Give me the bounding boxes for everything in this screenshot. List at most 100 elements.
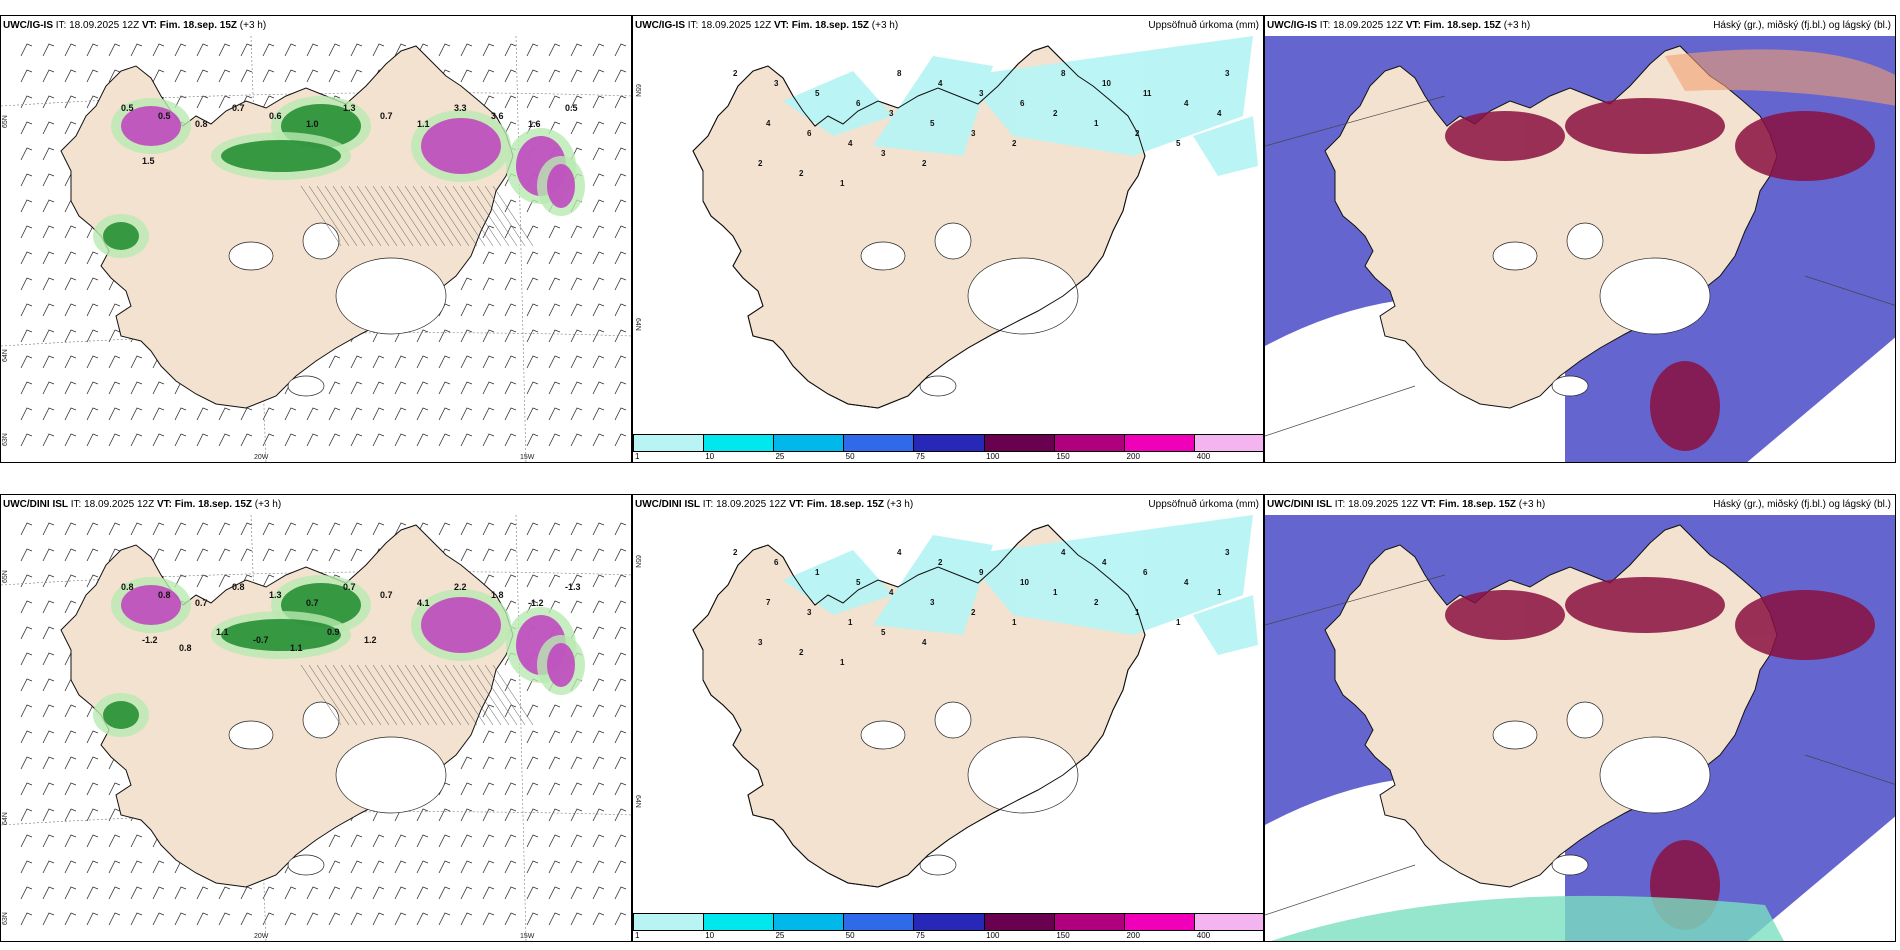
value-label: 0.7	[306, 598, 319, 608]
panel-title: UWC/DINI ISL IT: 18.09.2025 12Z VT: Fim.…	[1267, 499, 1546, 510]
wind-barb	[592, 303, 605, 317]
hatch-line	[436, 664, 478, 726]
wind-barb	[108, 43, 121, 57]
wind-barb	[504, 277, 517, 291]
precip-core	[221, 619, 341, 651]
map-canvas	[1265, 36, 1895, 462]
wind-barb	[130, 43, 143, 57]
graticule-line	[1265, 574, 1446, 626]
wind-barb	[20, 381, 33, 395]
wind-barb	[592, 251, 605, 265]
wind-barb	[482, 704, 495, 718]
wind-barb	[42, 652, 55, 666]
wind-barb	[86, 69, 99, 83]
value-label: 7	[766, 598, 771, 607]
wind-barb	[526, 756, 539, 770]
lat-label: 64N	[634, 318, 641, 331]
value-label: 4	[922, 638, 927, 647]
wind-barb	[614, 381, 627, 395]
wind-barb	[64, 730, 77, 744]
wind-barb	[592, 548, 605, 562]
value-label: 4	[889, 588, 894, 597]
wind-barb	[218, 433, 231, 447]
glacier-vatnajokull	[967, 736, 1079, 814]
hatch-line	[300, 664, 342, 726]
wind-barb	[42, 808, 55, 822]
wind-barb	[42, 199, 55, 213]
value-label: -1.3	[565, 582, 581, 592]
wind-barb	[130, 912, 143, 926]
wind-barb	[20, 69, 33, 83]
lat-label: 63N	[2, 912, 9, 925]
wind-barb	[372, 886, 385, 900]
value-label: 2	[1135, 129, 1140, 138]
wind-barb	[130, 407, 143, 421]
value-label: 10	[1020, 578, 1029, 587]
wind-barb	[42, 69, 55, 83]
value-label: -1.2	[142, 635, 158, 645]
wind-barb	[20, 548, 33, 562]
wind-barb	[460, 381, 473, 395]
panel-title: UWC/IG-IS IT: 18.09.2025 12Z VT: Fim. 18…	[3, 20, 267, 31]
glacier-myrdalsjokull	[919, 375, 957, 397]
value-label: 3.6	[491, 111, 504, 121]
wind-barb	[526, 407, 539, 421]
wind-barb	[130, 522, 143, 536]
precip-legend	[633, 434, 1263, 452]
precip-area	[1193, 595, 1258, 655]
value-label: 0.7	[380, 111, 393, 121]
wind-barb	[416, 381, 429, 395]
hatch-line	[340, 664, 382, 726]
hatch-line	[348, 185, 390, 247]
wind-barb	[130, 433, 143, 447]
wind-barb	[328, 69, 341, 83]
wind-barb	[504, 381, 517, 395]
legend-tick-label: 75	[915, 452, 925, 461]
wind-barb	[64, 277, 77, 291]
wind-barb	[372, 860, 385, 874]
wind-barb	[108, 808, 121, 822]
legend-swatch	[1194, 435, 1263, 451]
wind-barb	[284, 433, 297, 447]
wind-barb	[196, 433, 209, 447]
precip-area	[1193, 116, 1258, 176]
wind-barb	[130, 355, 143, 369]
wind-barb	[108, 303, 121, 317]
wind-barb	[152, 381, 165, 395]
value-label: 4	[1184, 99, 1189, 108]
wind-barb	[592, 782, 605, 796]
wind-barb	[218, 522, 231, 536]
wind-barb	[482, 355, 495, 369]
wind-barb	[570, 303, 583, 317]
wind-barb	[86, 834, 99, 848]
wind-barb	[152, 886, 165, 900]
wind-barb	[42, 381, 55, 395]
hatch-line	[468, 185, 510, 247]
wind-barb	[416, 912, 429, 926]
wind-barb	[482, 251, 495, 265]
glaciers	[860, 701, 1079, 876]
value-label: 2	[758, 159, 763, 168]
wind-barb	[20, 704, 33, 718]
wind-barb	[614, 433, 627, 447]
wind-barb	[592, 199, 605, 213]
wind-barb	[152, 407, 165, 421]
wind-barb	[526, 329, 539, 343]
hatch-line	[468, 664, 510, 726]
wind-barb	[504, 912, 517, 926]
hatch-line	[316, 185, 358, 247]
wind-barb	[394, 433, 407, 447]
wind-barb	[592, 808, 605, 822]
value-label: 1.3	[269, 590, 282, 600]
wind-barb	[328, 548, 341, 562]
map-canvas: 2 3 5 6 8 4 3 6 8 10 11 4 3 4 6 4 3 5 3 2 2 1 2 5 4 2 2 1 3 2	[692, 36, 1258, 409]
value-label: 1	[1094, 119, 1099, 128]
wind-barb	[592, 886, 605, 900]
wind-barb	[570, 808, 583, 822]
wind-barb	[570, 407, 583, 421]
value-label: 6	[1020, 99, 1025, 108]
wind-barb	[592, 652, 605, 666]
wind-barb	[614, 522, 627, 536]
wind-barb	[570, 43, 583, 57]
wind-barb	[108, 355, 121, 369]
